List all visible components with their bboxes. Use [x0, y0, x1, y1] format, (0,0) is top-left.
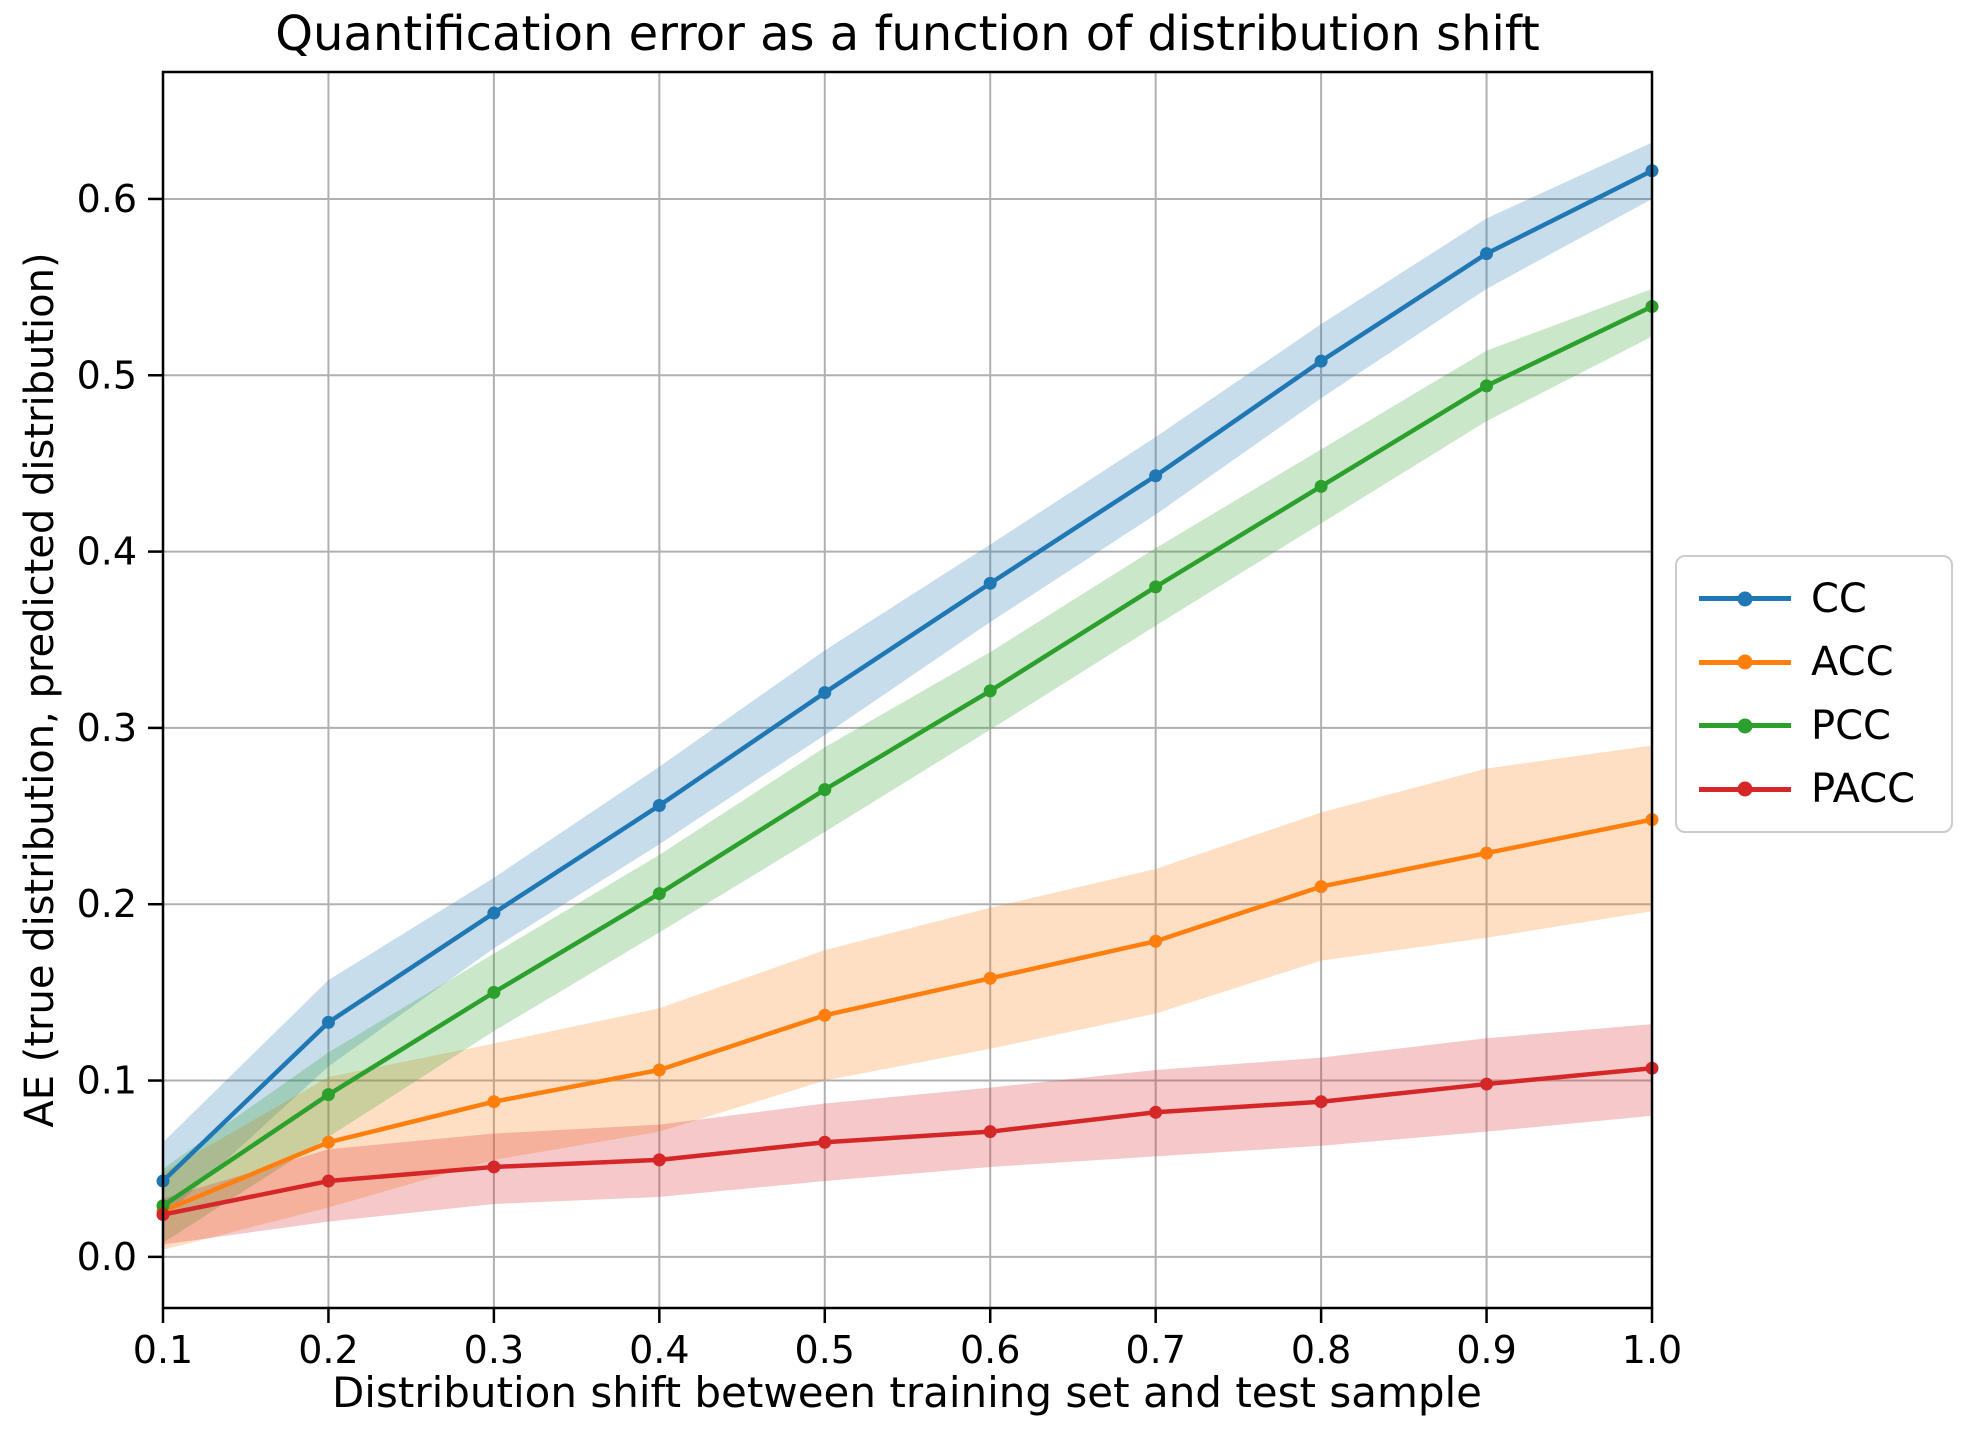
x-axis-label: Distribution shift between training set …: [331, 1368, 1483, 1417]
x-tick-label: 0.5: [795, 1328, 855, 1372]
y-tick-label: 0.4: [77, 530, 137, 574]
band-pacc: [163, 1024, 1652, 1245]
chart-title: Quantification error as a function of di…: [275, 6, 1540, 62]
legend-entry-pacc: PACC: [1699, 769, 1929, 809]
axis-tick-labels: 0.0 0.1 0.2 0.3 0.4 0.5 0.6 0.1 0.2 0.3 0.4 0.5 0.6 0…: [77, 177, 1683, 1372]
legend-marker-pcc: [1737, 718, 1753, 734]
x-tick-label: 0.3: [464, 1328, 524, 1372]
x-tick-label: 0.4: [629, 1328, 689, 1372]
y-tick-label: 0.5: [77, 353, 137, 397]
legend-marker-pacc: [1737, 781, 1753, 797]
legend-entry-cc: CC: [1699, 579, 1929, 619]
x-tick-label: 0.6: [960, 1328, 1020, 1372]
band-pcc: [163, 288, 1652, 1243]
x-tick-label: 0.9: [1456, 1328, 1516, 1372]
legend-label-pacc: PACC: [1811, 766, 1916, 813]
legend-entry-pcc: PCC: [1699, 706, 1929, 746]
x-tick-label: 0.8: [1291, 1328, 1351, 1372]
x-tick-label: 0.2: [298, 1328, 358, 1372]
x-tick-label: 0.1: [133, 1328, 193, 1372]
legend-line-sample-pcc: [1699, 718, 1791, 734]
y-axis-label: AE (true distribution, predicted distrib…: [17, 252, 63, 1128]
y-tick-label: 0.0: [77, 1235, 137, 1279]
legend-line-sample-acc: [1699, 654, 1791, 670]
legend-marker-cc: [1737, 591, 1753, 607]
axis-ticks: [148, 197, 1654, 1323]
band-cc: [163, 142, 1652, 1219]
x-tick-label: 0.7: [1125, 1328, 1185, 1372]
y-tick-label: 0.1: [77, 1059, 137, 1103]
markers-pacc: [156, 1061, 1659, 1222]
x-tick-label: 1.0: [1622, 1328, 1682, 1372]
legend-marker-acc: [1737, 654, 1753, 670]
legend-entry-acc: ACC: [1699, 642, 1929, 682]
markers-acc: [156, 813, 1659, 1218]
legend-line-sample-cc: [1699, 591, 1791, 607]
legend-label-pcc: PCC: [1811, 702, 1891, 749]
legend-label-cc: CC: [1811, 575, 1867, 622]
line-pcc: [160, 304, 1655, 1208]
y-tick-label: 0.3: [77, 706, 137, 750]
y-tick-label: 0.6: [77, 177, 137, 221]
y-tick-label: 0.2: [77, 882, 137, 926]
line-acc: [160, 817, 1655, 1214]
legend-label-acc: ACC: [1811, 639, 1894, 686]
legend: CC ACC PCC PACC: [1675, 555, 1953, 833]
legend-line-sample-pacc: [1699, 781, 1791, 797]
plot-border: [161, 70, 1654, 1310]
line-pacc: [160, 1065, 1655, 1217]
line-cc: [160, 168, 1655, 1184]
